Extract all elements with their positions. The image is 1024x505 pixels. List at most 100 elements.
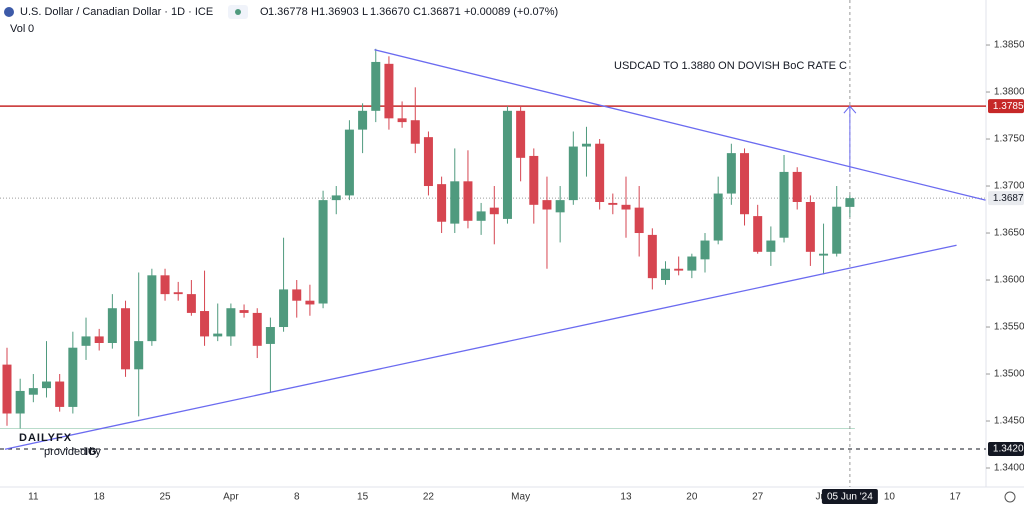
readout-label: H <box>311 6 319 18</box>
candle-body <box>779 171 789 238</box>
candle-body <box>647 234 657 279</box>
logo-sub: provided by <box>44 446 101 458</box>
candle-body <box>186 294 196 313</box>
candle-body <box>213 333 223 337</box>
candle-body <box>318 200 328 304</box>
candle-body <box>2 364 12 414</box>
trendline <box>4 244 957 450</box>
price-label: 1.34202 <box>993 444 1024 455</box>
candle-body <box>279 289 289 328</box>
readout-change: +0.00089 (+0.07%) <box>464 6 558 18</box>
candle-body <box>502 110 512 219</box>
candle-body <box>766 240 776 252</box>
candle-body <box>410 120 420 144</box>
y-tick-label: 1.37500 <box>994 134 1024 145</box>
readout-label: L <box>362 6 368 18</box>
readout-value: 1.36670 <box>370 6 410 18</box>
candle-body <box>305 300 315 305</box>
candle-body <box>805 202 815 252</box>
x-tick-label: Apr <box>223 492 239 503</box>
logo: DAILYFX <box>19 432 72 444</box>
candle-body <box>397 118 407 123</box>
arrow-head <box>843 105 857 114</box>
x-tick-label: 8 <box>294 492 300 503</box>
candle-body <box>134 341 144 370</box>
x-tick-label: 15 <box>357 492 369 503</box>
candle-body <box>94 336 104 343</box>
candle-body <box>68 347 78 407</box>
candle-body <box>265 327 275 344</box>
candle-body <box>713 193 723 241</box>
candle-body <box>358 110 368 130</box>
volume-value: 0 <box>28 23 34 35</box>
price-label: 1.37850 <box>993 101 1024 112</box>
y-tick-label: 1.38000 <box>994 87 1024 98</box>
candle-body <box>239 310 249 313</box>
candle-body <box>160 275 170 295</box>
y-tick-label: 1.35000 <box>994 369 1024 380</box>
candle-body <box>147 275 157 342</box>
readout-label: O <box>260 6 269 18</box>
readout-value: 1.36871 <box>421 6 461 18</box>
x-tick-label: 22 <box>423 492 435 503</box>
overlay: U.S. Dollar / Canadian Dollar · 1D · ICE… <box>4 5 1024 504</box>
crosshair-label: 05 Jun '24 <box>827 492 873 503</box>
candle-body <box>423 137 433 187</box>
candle-body <box>819 253 829 256</box>
candle-body <box>568 146 578 201</box>
candle-body <box>687 256 697 271</box>
candle-body <box>371 61 381 111</box>
candle-body <box>542 200 552 210</box>
candle-body <box>226 308 236 337</box>
crosshair-label-box <box>821 489 878 504</box>
y-tick-label: 1.37000 <box>994 181 1024 192</box>
price-label-box <box>988 442 1024 457</box>
candle-body <box>700 240 710 260</box>
candle-body <box>489 207 499 215</box>
x-tick-label: 25 <box>159 492 171 503</box>
candle-body <box>581 143 591 147</box>
price-label: 1.36871 <box>993 193 1024 204</box>
readout-value: 1.36778 <box>268 6 308 18</box>
candle-body <box>344 129 354 196</box>
price-label-box <box>988 191 1024 206</box>
candle-body <box>661 268 670 281</box>
x-tick-label: 27 <box>752 492 764 503</box>
candle-body <box>740 153 750 215</box>
candle-body <box>726 153 736 194</box>
readout-value: 1.36903 <box>319 6 359 18</box>
y-tick-label: 1.36000 <box>994 275 1024 286</box>
x-tick-label: 20 <box>686 492 698 503</box>
candle-body <box>173 292 183 295</box>
settings-icon[interactable] <box>1004 491 1016 503</box>
status-dot <box>235 9 241 15</box>
flag-icon <box>4 7 14 17</box>
candle-body <box>608 202 618 205</box>
candle-body <box>753 216 763 252</box>
candle-body <box>674 268 684 271</box>
candle-body <box>384 63 394 119</box>
x-tick-label: May <box>511 492 530 503</box>
logo-brand: IG <box>85 446 97 458</box>
candle-body <box>292 289 302 301</box>
candle-body <box>621 204 631 210</box>
candle-body <box>331 195 341 201</box>
candle-body <box>81 336 91 346</box>
candle-body <box>529 155 539 205</box>
candle-body <box>476 211 486 221</box>
y-tick-label: 1.35500 <box>994 322 1024 333</box>
candle-body <box>200 311 210 337</box>
candle-body <box>792 171 802 203</box>
candle-body <box>516 110 526 158</box>
candle-body <box>634 207 644 234</box>
x-tick-label: 17 <box>950 492 962 503</box>
y-tick-label: 1.34000 <box>994 463 1024 474</box>
y-tick-label: 1.34500 <box>994 416 1024 427</box>
candle-body <box>252 312 262 346</box>
x-tick-label: 13 <box>620 492 632 503</box>
volume-label: Vol <box>10 23 25 35</box>
price-label-box <box>988 99 1024 114</box>
candle-body <box>555 200 565 213</box>
